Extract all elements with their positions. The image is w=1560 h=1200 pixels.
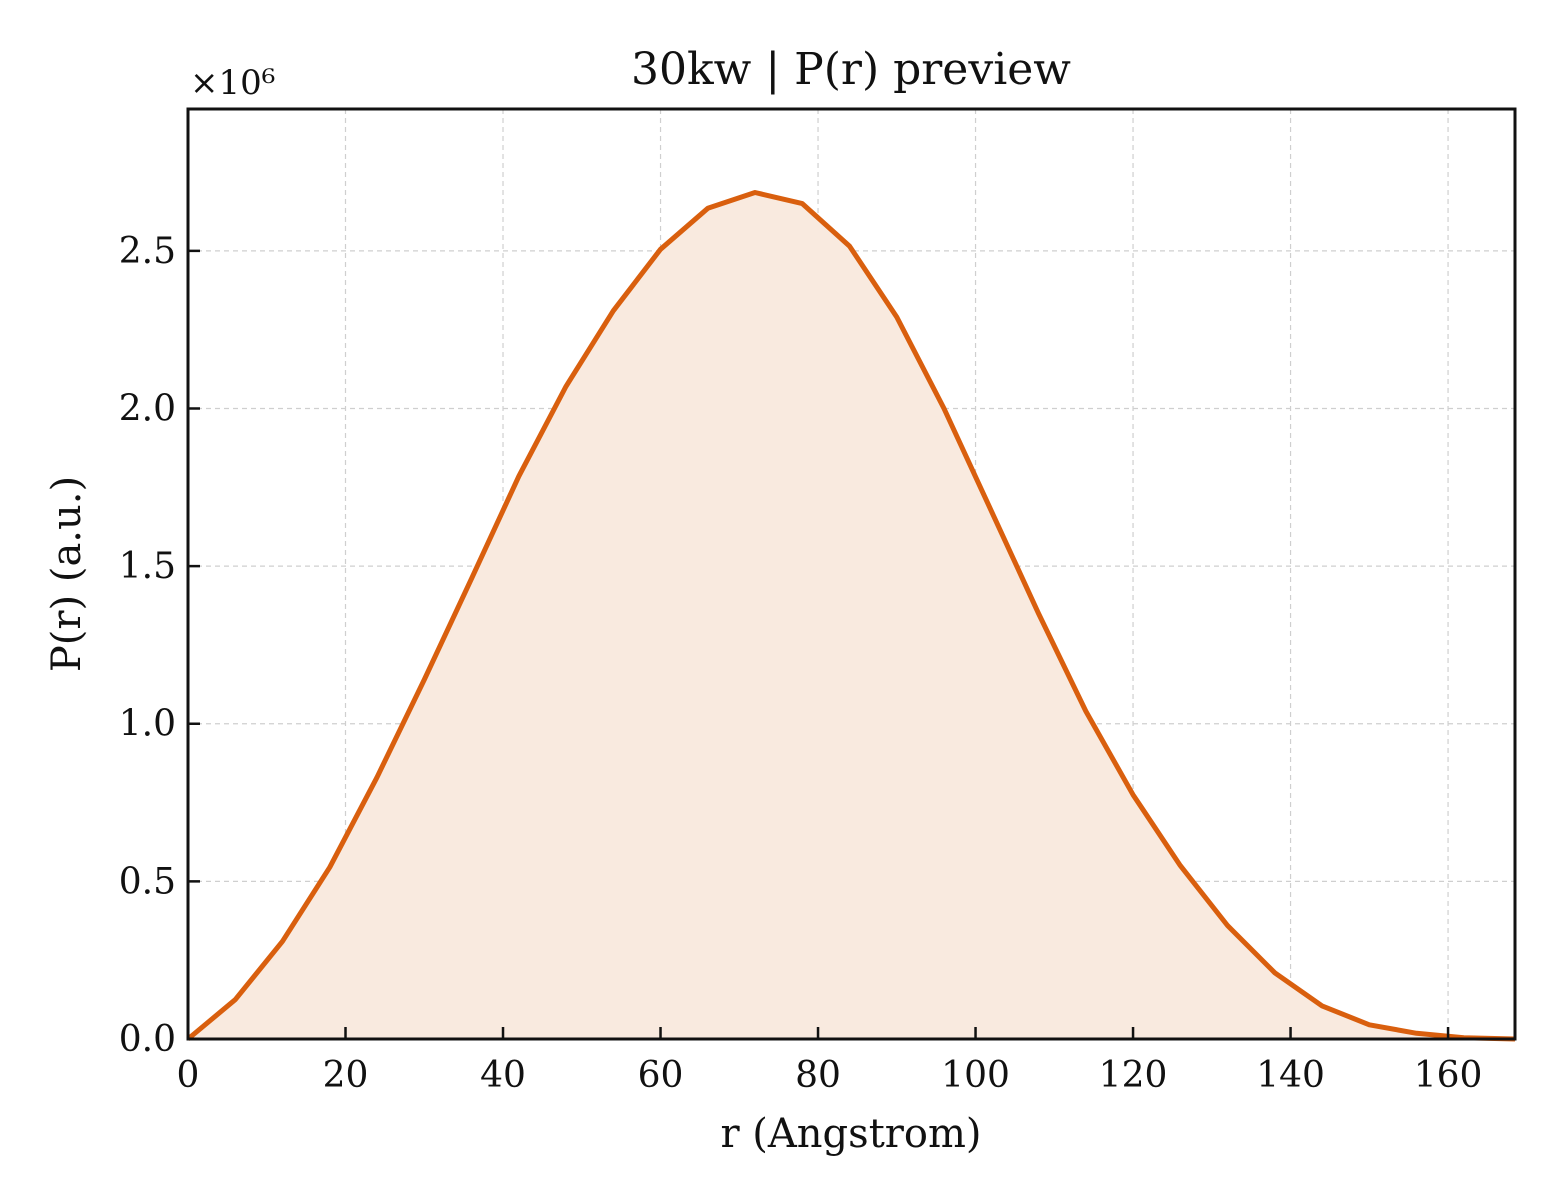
y-tick-label: 0.5 — [119, 861, 176, 902]
y-tick-label: 1.0 — [119, 704, 176, 745]
y-tick-labels: 0.0 0.5 1.0 1.5 2.0 2.5 — [119, 231, 176, 1060]
x-tick-label: 100 — [941, 1055, 1010, 1096]
plot-frame — [186, 107, 1517, 1041]
y-tick-label: 2.0 — [119, 388, 176, 429]
x-tick-labels: 0 20 40 60 80 100 120 140 160 — [177, 1055, 1483, 1096]
area-fill — [188, 192, 1515, 1039]
series-line — [186, 190, 1516, 1042]
x-tick-label: 60 — [638, 1055, 684, 1096]
y-tick-label: 1.5 — [119, 546, 176, 587]
y-tick-label: 0.0 — [119, 1019, 176, 1060]
ticks — [186, 249, 1450, 1041]
x-tick-label: 20 — [323, 1055, 369, 1096]
x-axis-label: r (Angstrom) — [720, 1111, 981, 1157]
chart-title: 30kw | P(r) preview — [631, 44, 1071, 95]
x-tick-label: 40 — [480, 1055, 526, 1096]
y-tick-label: 2.5 — [119, 231, 176, 272]
x-tick-label: 120 — [1099, 1055, 1168, 1096]
x-tick-label: 160 — [1414, 1055, 1483, 1096]
x-tick-label: 140 — [1256, 1055, 1325, 1096]
y-axis-label: P(r) (a.u.) — [44, 476, 90, 672]
y-multiplier-label: ×10⁶ — [190, 63, 275, 103]
x-tick-label: 0 — [177, 1055, 200, 1096]
x-tick-label: 80 — [795, 1055, 841, 1096]
